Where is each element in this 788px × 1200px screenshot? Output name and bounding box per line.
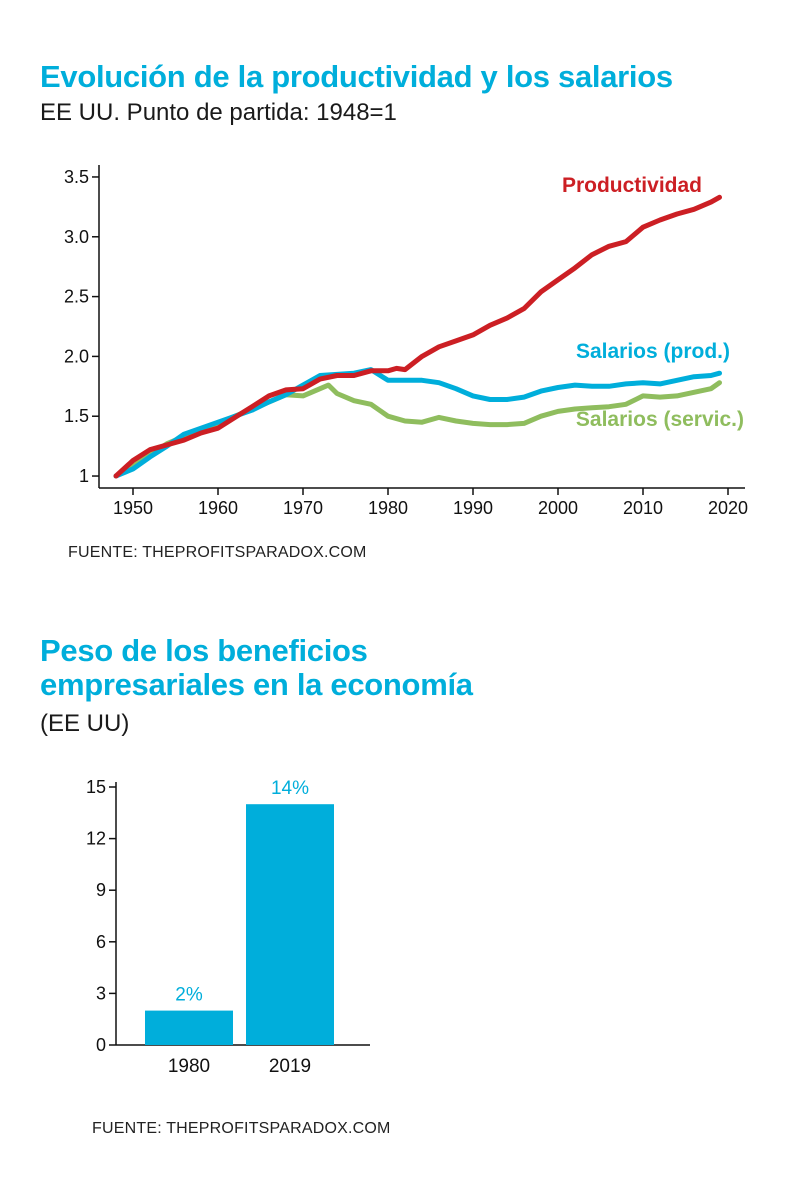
- bar-chart: 0 3 6 9 12 15 2% 1980 14% 2019: [86, 777, 370, 1077]
- bar-2019: [246, 804, 334, 1045]
- y-tick-label: 1.5: [64, 406, 89, 426]
- y-tick-label: 3.5: [64, 167, 89, 187]
- y-tick-label: 2.0: [64, 346, 89, 366]
- bar-y-tick-label: 12: [86, 829, 106, 849]
- bar-y-tick-label: 15: [86, 777, 106, 797]
- x-tick-label: 2020: [708, 498, 748, 518]
- bar-y-tick-label: 9: [96, 880, 106, 900]
- bar-chart-subtitle: (EE UU): [40, 710, 130, 737]
- line-chart-title: Evolución de la productividad y los sala…: [40, 59, 673, 94]
- x-tick-label: 1990: [453, 498, 493, 518]
- bar-category-label-2019: 2019: [269, 1056, 311, 1077]
- x-tick-label: 1960: [198, 498, 238, 518]
- series-label-salarios-prod: Salarios (prod.): [576, 340, 730, 363]
- bar-chart-title: Peso de los beneficios empresariales en …: [40, 634, 473, 702]
- series-line-productividad: [113, 194, 722, 479]
- x-tick-label: 1970: [283, 498, 323, 518]
- bar-y-tick-label: 3: [96, 983, 106, 1003]
- line-chart: 1 1.5 2.0 2.5 3.0 3.5 1950 1960 1970 1980 1990 2000…: [64, 165, 748, 518]
- series-line-salarios-prod: [113, 367, 722, 479]
- bar-y-tick-label: 6: [96, 932, 106, 952]
- x-tick-label: 2000: [538, 498, 578, 518]
- x-tick-label: 1980: [368, 498, 408, 518]
- x-tick-label: 2010: [623, 498, 663, 518]
- series-label-productividad: Productividad: [562, 174, 702, 197]
- y-tick-label: 3.0: [64, 227, 89, 247]
- bar-chart-title-line2: empresariales en la economía: [40, 667, 473, 702]
- bar-y-tick-label: 0: [96, 1035, 106, 1055]
- bar-value-label-1980: 2%: [175, 985, 203, 1006]
- x-tick-label: 1950: [113, 498, 153, 518]
- bar-value-label-2019: 14%: [271, 778, 309, 799]
- line-chart-subtitle: EE UU. Punto de partida: 1948=1: [40, 99, 397, 126]
- bar-chart-title-line1: Peso de los beneficios: [40, 633, 368, 668]
- line-chart-source: FUENTE: THEPROFITSPARADOX.COM: [68, 544, 367, 561]
- bar-category-label-1980: 1980: [168, 1056, 210, 1077]
- bar-1980: [145, 1010, 233, 1045]
- series-label-salarios-servic: Salarios (servic.): [576, 408, 744, 431]
- y-tick-label: 1: [79, 466, 89, 486]
- bar-chart-source: FUENTE: THEPROFITSPARADOX.COM: [92, 1120, 391, 1137]
- y-tick-label: 2.5: [64, 287, 89, 307]
